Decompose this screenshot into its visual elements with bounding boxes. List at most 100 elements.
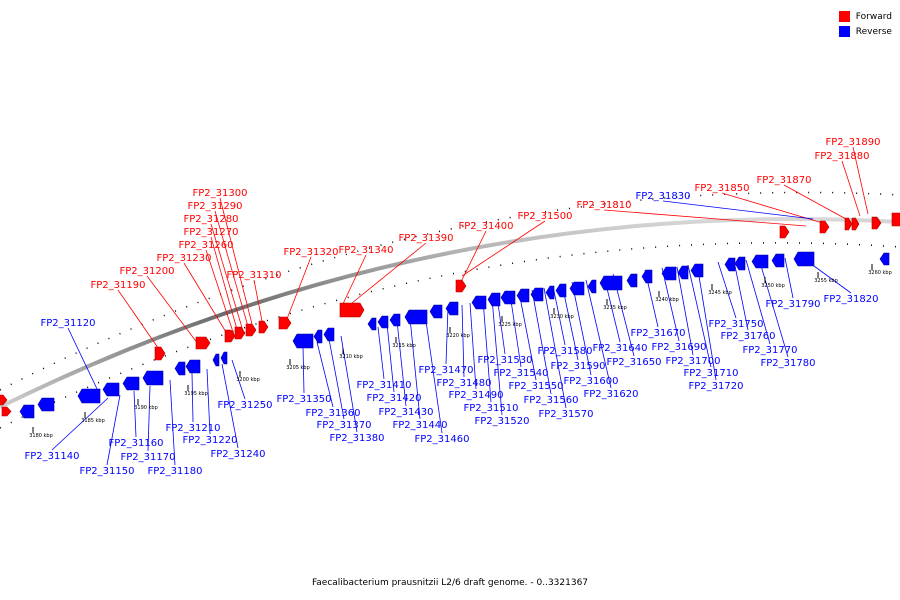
kbp-label: 3230 kbp bbox=[550, 314, 574, 320]
forward-gene-leader bbox=[210, 223, 244, 332]
forward-gene-label: FP2_31190 bbox=[91, 280, 146, 291]
reverse-gene-block bbox=[661, 266, 677, 281]
reverse-gene-label: FP2_31460 bbox=[415, 434, 470, 445]
reverse-gene-label: FP2_31240 bbox=[211, 449, 266, 460]
reverse-gene-block bbox=[471, 295, 487, 310]
reverse-gene-leader bbox=[491, 297, 503, 416]
reverse-gene-block bbox=[690, 263, 704, 278]
forward-gene-block bbox=[224, 329, 236, 343]
reverse-gene-leader bbox=[662, 200, 814, 220]
forward-label: Forward bbox=[855, 11, 892, 22]
legend-reverse: Reverse bbox=[838, 24, 892, 39]
forward-gene-block bbox=[339, 302, 365, 318]
reverse-gene-leader bbox=[191, 372, 194, 423]
reverse-gene-label: FP2_31360 bbox=[306, 408, 361, 419]
forward-gene-label: FP2_31850 bbox=[695, 183, 750, 194]
reverse-swatch bbox=[838, 26, 850, 37]
kbp-label: 3200 kbp bbox=[236, 377, 260, 383]
reverse-gene-block bbox=[313, 329, 323, 344]
kbp-label: 3240 kbp bbox=[655, 297, 679, 303]
reverse-gene-label: FP2_31160 bbox=[109, 438, 164, 449]
forward-gene-leader bbox=[459, 230, 487, 285]
reverse-gene-label: FP2_31770 bbox=[743, 345, 798, 356]
label-leaders bbox=[51, 146, 869, 466]
legend: Forward Reverse bbox=[838, 9, 892, 39]
forward-gene-label: FP2_31400 bbox=[459, 221, 514, 232]
reverse-gene-label: FP2_31480 bbox=[437, 378, 492, 389]
reverse-gene-block bbox=[220, 351, 228, 365]
forward-gene-leader bbox=[783, 184, 847, 220]
kbp-label: 3245 kbp bbox=[708, 290, 732, 296]
reverse-gene-block bbox=[377, 315, 389, 329]
reverse-gene-leader bbox=[51, 397, 109, 451]
kbp-label: 3225 kbp bbox=[498, 322, 522, 328]
reverse-gene-block bbox=[122, 376, 140, 391]
reverse-gene-block bbox=[599, 275, 623, 291]
reverse-gene-label: FP2_31420 bbox=[367, 393, 422, 404]
reverse-gene-label: FP2_31550 bbox=[509, 381, 564, 392]
forward-gene-leader bbox=[214, 210, 250, 331]
forward-gene-leader bbox=[351, 242, 427, 304]
reverse-gene-block bbox=[292, 333, 314, 349]
forward-genes bbox=[0, 212, 900, 417]
reverse-gene-label: FP2_31780 bbox=[761, 358, 816, 369]
reverse-gene-label: FP2_31820 bbox=[824, 294, 879, 305]
reverse-gene-label: FP2_31750 bbox=[709, 319, 764, 330]
forward-gene-label: FP2_31870 bbox=[757, 175, 812, 186]
reverse-gene-leader bbox=[676, 266, 694, 356]
reverse-gene-label: FP2_31140 bbox=[25, 451, 80, 462]
kbp-label: 3255 kbp bbox=[814, 278, 838, 284]
forward-gene-leader bbox=[253, 279, 264, 327]
forward-gene-leader bbox=[205, 249, 235, 336]
forward-gene-block bbox=[195, 336, 211, 350]
reverse-gene-leader bbox=[552, 285, 566, 346]
reverse-gene-block bbox=[323, 327, 335, 342]
reverse-gene-leader bbox=[396, 320, 407, 407]
reverse-gene-leader bbox=[518, 291, 537, 381]
reverse-gene-leader bbox=[543, 287, 567, 409]
reverse-gene-label: FP2_31670 bbox=[631, 328, 686, 339]
reverse-gene-leader bbox=[409, 317, 421, 420]
forward-swatch bbox=[838, 11, 850, 22]
reverse-gene-leader bbox=[340, 335, 358, 433]
kbp-label: 3260 kbp bbox=[868, 270, 892, 276]
reverse-gene-block bbox=[212, 353, 220, 367]
reverse-gene-label: FP2_31380 bbox=[330, 433, 385, 444]
reverse-gene-block bbox=[389, 313, 401, 327]
reverse-gene-label: FP2_31580 bbox=[538, 346, 593, 357]
reverse-gene-leader bbox=[696, 263, 717, 381]
reverse-gene-block bbox=[641, 269, 653, 284]
reverse-gene-label: FP2_31700 bbox=[666, 356, 721, 367]
forward-gene-block bbox=[0, 394, 8, 406]
reverse-gene-label: FP2_31830 bbox=[636, 191, 691, 202]
reverse-gene-block bbox=[734, 256, 746, 271]
kbp-label: 3185 kbp bbox=[81, 418, 105, 424]
reverse-gene-label: FP2_31220 bbox=[183, 435, 238, 446]
reverse-gene-block bbox=[516, 288, 530, 303]
reverse-gene-block bbox=[142, 370, 164, 386]
forward-gene-leader bbox=[603, 209, 807, 227]
reverse-gene-leader bbox=[133, 390, 137, 438]
forward-gene-block bbox=[258, 320, 269, 334]
forward-gene-label: FP2_31310 bbox=[227, 270, 282, 281]
reverse-gene-label: FP2_31790 bbox=[766, 299, 821, 310]
forward-gene-leader bbox=[146, 275, 199, 345]
reverse-gene-block bbox=[367, 317, 377, 331]
forward-gene-label: FP2_31260 bbox=[179, 240, 234, 251]
reverse-gene-label: FP2_31640 bbox=[593, 343, 648, 354]
forward-gene-block bbox=[871, 216, 882, 230]
forward-gene-leader bbox=[219, 197, 254, 329]
reverse-gene-label: FP2_31710 bbox=[684, 368, 739, 379]
reverse-gene-label: FP2_31530 bbox=[478, 355, 533, 366]
reverse-gene-leader bbox=[386, 323, 395, 393]
reverse-gene-block bbox=[555, 283, 567, 298]
reverse-gene-label: FP2_31370 bbox=[317, 420, 372, 431]
reverse-gene-leader bbox=[67, 327, 99, 392]
reverse-gene-leader bbox=[328, 338, 345, 420]
reverse-gene-leader bbox=[745, 259, 771, 345]
legend-forward: Forward bbox=[838, 9, 892, 24]
forward-gene-leader bbox=[852, 146, 869, 215]
reverse-gene-leader bbox=[733, 260, 749, 331]
kbp-ticks: 3180 kbp 3185 kbp 3190 kbp 3195 kbp 3200 kbp… bbox=[29, 264, 892, 439]
